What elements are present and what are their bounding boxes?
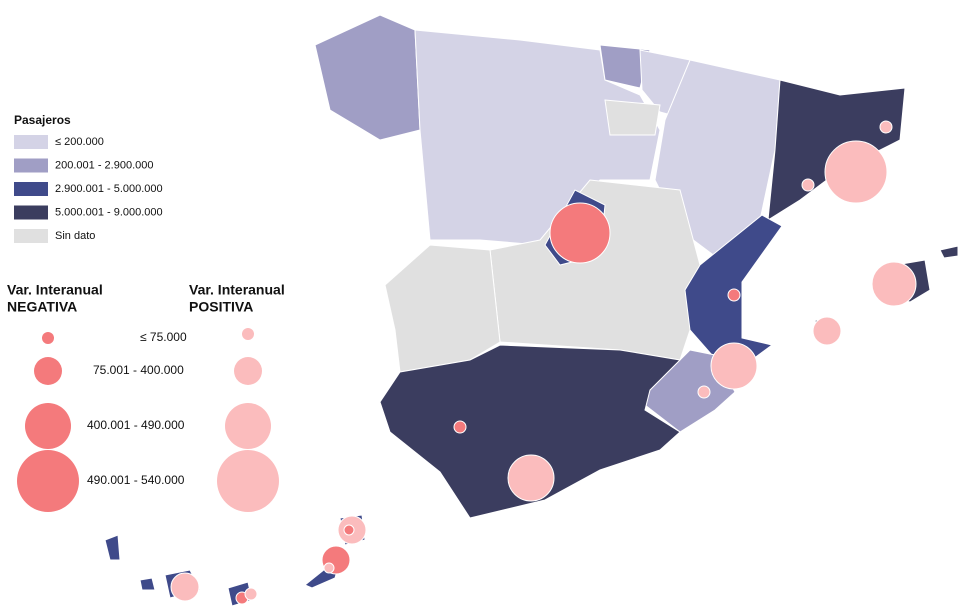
region	[414, 29, 661, 246]
size-legend-title: Var. Interanual	[7, 282, 103, 298]
region	[599, 44, 651, 89]
legend-label: Sin dato	[55, 230, 95, 242]
size-symbol	[225, 403, 271, 449]
symbol	[323, 562, 335, 574]
size-symbol	[34, 357, 62, 385]
size-symbol	[17, 450, 79, 512]
symbol	[244, 587, 258, 601]
symbol	[812, 316, 842, 346]
size-symbol	[42, 332, 54, 344]
legend-label: 200.001 - 2.900.000	[55, 159, 153, 171]
symbol	[170, 572, 200, 602]
region	[939, 245, 959, 259]
regions	[104, 14, 959, 607]
legend-title: Pasajeros	[14, 113, 71, 127]
symbol	[343, 524, 355, 536]
region	[104, 534, 121, 561]
size-symbol	[25, 403, 71, 449]
symbol	[507, 454, 555, 502]
symbol	[879, 120, 893, 134]
symbol	[871, 261, 917, 307]
size-symbol	[242, 328, 254, 340]
legend-swatch	[14, 158, 48, 173]
size-symbol	[217, 450, 279, 512]
size-label: ≤ 75.000	[140, 330, 187, 344]
region	[314, 14, 421, 141]
symbol	[727, 288, 741, 302]
symbol	[549, 202, 611, 264]
size-legend-title: Var. Interanual	[189, 282, 285, 298]
size-label: 490.001 - 540.000	[87, 473, 185, 487]
region	[384, 244, 501, 373]
symbol	[453, 420, 467, 434]
symbol	[824, 140, 888, 204]
symbol	[697, 385, 711, 399]
legend-swatch	[14, 229, 48, 243]
region	[379, 344, 682, 519]
legend-label: ≤ 200.000	[55, 136, 104, 148]
size-legend-title: NEGATIVA	[7, 299, 77, 315]
legend-swatch	[14, 182, 48, 196]
symbols	[170, 120, 917, 605]
symbol	[710, 342, 758, 390]
legend-label: 5.000.001 - 9.000.000	[55, 206, 163, 218]
region	[139, 577, 156, 591]
legend: ≤ 200.000 200.001 - 2.900.000 2.900.001 - …	[14, 135, 163, 243]
size-legend-title: POSITIVA	[189, 299, 253, 315]
symbol	[801, 178, 815, 192]
size-symbol	[234, 357, 262, 385]
region	[604, 99, 661, 136]
size-label: 400.001 - 490.000	[87, 418, 185, 432]
legend-swatch	[14, 135, 48, 149]
legend-swatch	[14, 205, 48, 220]
legend-label: 2.900.001 - 5.000.000	[55, 183, 163, 195]
size-label: 75.001 - 400.000	[93, 363, 184, 377]
